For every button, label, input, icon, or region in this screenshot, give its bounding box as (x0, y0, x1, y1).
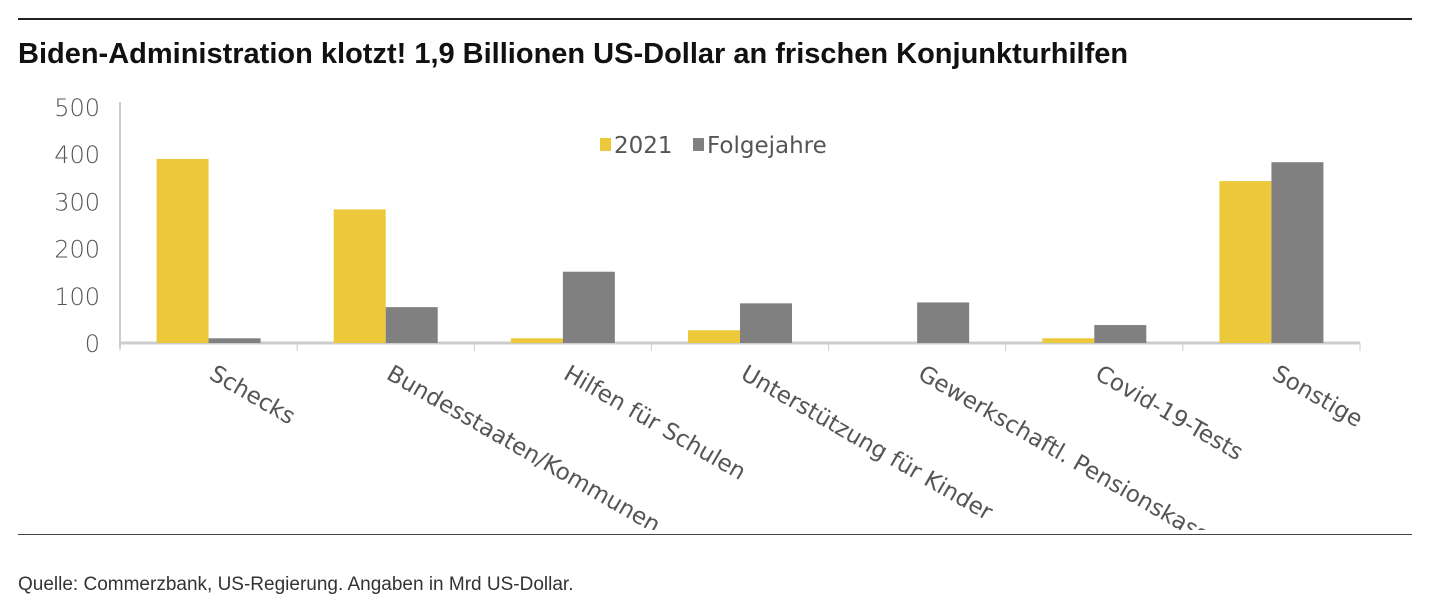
bar-folgejahre-2 (562, 271, 615, 343)
bar-folgejahre-5 (1094, 325, 1147, 343)
bar-folgejahre-3 (740, 303, 792, 343)
y-tick-label: 100 (54, 283, 100, 311)
source-note: Quelle: Commerzbank, US-Regierung. Angab… (18, 574, 574, 595)
bar-2021-1 (333, 209, 386, 343)
bar-2021-2 (510, 338, 563, 343)
bar-2021-6 (1219, 181, 1272, 343)
bar-2021-5 (1042, 338, 1095, 343)
bar-folgejahre-1 (385, 307, 438, 343)
legend-label: Folgejahre (707, 133, 827, 159)
category-label: Covid-19-Tests (1091, 361, 1248, 466)
y-tick-label: 500 (54, 94, 100, 122)
legend-label: 2021 (614, 133, 673, 159)
legend-swatch-0 (600, 138, 611, 151)
bar-folgejahre-4 (917, 302, 970, 343)
y-tick-label: 400 (54, 141, 100, 169)
bar-chart: 0 100 200 300 400 500 Schecks Bundesstaaten/Kom… (54, 94, 1367, 530)
chart-title: Biden-Administration klotzt! 1,9 Billion… (18, 38, 1129, 70)
bar-folgejahre-0 (208, 338, 261, 343)
y-tick-label: 200 (54, 236, 100, 264)
category-label: Bundesstaaten/Kommunen (382, 361, 664, 530)
bar-2021-0 (156, 158, 209, 343)
category-label: Schecks (205, 361, 299, 430)
bar-folgejahre-6 (1271, 162, 1324, 343)
legend-swatch-1 (693, 138, 704, 151)
y-tick-label: 300 (54, 188, 100, 216)
y-tick-label: 0 (85, 330, 100, 358)
bar-2021-3 (688, 330, 740, 343)
category-label: Hilfen für Schulen (559, 361, 750, 486)
category-label: Sonstige (1268, 361, 1367, 433)
top-rule (18, 18, 1412, 20)
bottom-rule (18, 534, 1412, 535)
